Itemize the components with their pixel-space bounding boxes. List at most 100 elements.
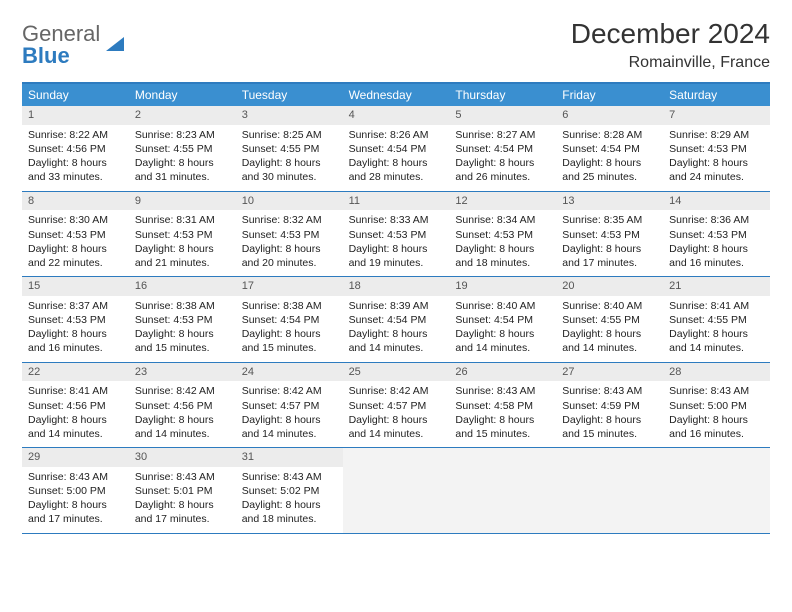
page-header: General Blue December 2024 Romainville, … — [22, 18, 770, 72]
sunrise-line: Sunrise: 8:43 AM — [135, 470, 230, 484]
day-number: 2 — [129, 106, 236, 125]
sunrise-line: Sunrise: 8:28 AM — [562, 128, 657, 142]
daylight-line: Daylight: 8 hours and 25 minutes. — [562, 156, 657, 184]
month-title: December 2024 — [571, 18, 770, 50]
daylight-line: Daylight: 8 hours and 14 minutes. — [28, 413, 123, 441]
day-cell: 8Sunrise: 8:30 AMSunset: 4:53 PMDaylight… — [22, 192, 129, 277]
weekday-header: Sunday — [22, 84, 129, 106]
day-number: 12 — [449, 192, 556, 211]
day-number: 19 — [449, 277, 556, 296]
logo: General Blue — [22, 18, 126, 68]
sunrise-line: Sunrise: 8:38 AM — [242, 299, 337, 313]
day-cell: 1Sunrise: 8:22 AMSunset: 4:56 PMDaylight… — [22, 106, 129, 191]
day-number: 7 — [663, 106, 770, 125]
sunset-line: Sunset: 4:54 PM — [242, 313, 337, 327]
sunrise-line: Sunrise: 8:34 AM — [455, 213, 550, 227]
day-number: 23 — [129, 363, 236, 382]
sunset-line: Sunset: 4:56 PM — [28, 399, 123, 413]
day-cell: 7Sunrise: 8:29 AMSunset: 4:53 PMDaylight… — [663, 106, 770, 191]
sunrise-line: Sunrise: 8:30 AM — [28, 213, 123, 227]
daylight-line: Daylight: 8 hours and 15 minutes. — [242, 327, 337, 355]
sunset-line: Sunset: 4:56 PM — [28, 142, 123, 156]
sunset-line: Sunset: 4:55 PM — [562, 313, 657, 327]
sunrise-line: Sunrise: 8:42 AM — [349, 384, 444, 398]
sunset-line: Sunset: 4:57 PM — [242, 399, 337, 413]
daylight-line: Daylight: 8 hours and 21 minutes. — [135, 242, 230, 270]
sunrise-line: Sunrise: 8:40 AM — [562, 299, 657, 313]
day-cell: 10Sunrise: 8:32 AMSunset: 4:53 PMDayligh… — [236, 192, 343, 277]
weekday-header: Saturday — [663, 84, 770, 106]
sunrise-line: Sunrise: 8:36 AM — [669, 213, 764, 227]
day-number: 31 — [236, 448, 343, 467]
day-number: 25 — [343, 363, 450, 382]
daylight-line: Daylight: 8 hours and 14 minutes. — [242, 413, 337, 441]
sunrise-line: Sunrise: 8:43 AM — [242, 470, 337, 484]
day-cell — [556, 448, 663, 533]
sunset-line: Sunset: 5:02 PM — [242, 484, 337, 498]
day-number: 10 — [236, 192, 343, 211]
sunrise-line: Sunrise: 8:43 AM — [455, 384, 550, 398]
daylight-line: Daylight: 8 hours and 14 minutes. — [562, 327, 657, 355]
sunrise-line: Sunrise: 8:43 AM — [669, 384, 764, 398]
sunset-line: Sunset: 4:54 PM — [562, 142, 657, 156]
day-cell: 25Sunrise: 8:42 AMSunset: 4:57 PMDayligh… — [343, 363, 450, 448]
day-number: 6 — [556, 106, 663, 125]
day-cell — [343, 448, 450, 533]
week-row: 8Sunrise: 8:30 AMSunset: 4:53 PMDaylight… — [22, 192, 770, 278]
day-number: 18 — [343, 277, 450, 296]
sunset-line: Sunset: 4:53 PM — [349, 228, 444, 242]
day-cell: 27Sunrise: 8:43 AMSunset: 4:59 PMDayligh… — [556, 363, 663, 448]
day-cell: 29Sunrise: 8:43 AMSunset: 5:00 PMDayligh… — [22, 448, 129, 533]
day-cell: 19Sunrise: 8:40 AMSunset: 4:54 PMDayligh… — [449, 277, 556, 362]
daylight-line: Daylight: 8 hours and 16 minutes. — [669, 413, 764, 441]
daylight-line: Daylight: 8 hours and 33 minutes. — [28, 156, 123, 184]
sunrise-line: Sunrise: 8:26 AM — [349, 128, 444, 142]
day-cell: 15Sunrise: 8:37 AMSunset: 4:53 PMDayligh… — [22, 277, 129, 362]
sunrise-line: Sunrise: 8:42 AM — [242, 384, 337, 398]
week-row: 29Sunrise: 8:43 AMSunset: 5:00 PMDayligh… — [22, 448, 770, 534]
sunset-line: Sunset: 4:54 PM — [349, 142, 444, 156]
sunrise-line: Sunrise: 8:27 AM — [455, 128, 550, 142]
day-cell: 11Sunrise: 8:33 AMSunset: 4:53 PMDayligh… — [343, 192, 450, 277]
day-number: 13 — [556, 192, 663, 211]
daylight-line: Daylight: 8 hours and 17 minutes. — [28, 498, 123, 526]
sunset-line: Sunset: 4:53 PM — [28, 313, 123, 327]
sunset-line: Sunset: 4:58 PM — [455, 399, 550, 413]
sunrise-line: Sunrise: 8:32 AM — [242, 213, 337, 227]
day-cell — [449, 448, 556, 533]
day-cell: 30Sunrise: 8:43 AMSunset: 5:01 PMDayligh… — [129, 448, 236, 533]
sunrise-line: Sunrise: 8:29 AM — [669, 128, 764, 142]
day-number: 17 — [236, 277, 343, 296]
day-number: 28 — [663, 363, 770, 382]
sunset-line: Sunset: 4:54 PM — [455, 313, 550, 327]
sunset-line: Sunset: 4:53 PM — [135, 228, 230, 242]
day-cell: 9Sunrise: 8:31 AMSunset: 4:53 PMDaylight… — [129, 192, 236, 277]
daylight-line: Daylight: 8 hours and 18 minutes. — [455, 242, 550, 270]
day-cell: 18Sunrise: 8:39 AMSunset: 4:54 PMDayligh… — [343, 277, 450, 362]
day-cell: 12 Sunrise: 8:34 AMSunset: 4:53 PMDayligh… — [449, 192, 556, 277]
week-row: 22Sunrise: 8:41 AMSunset: 4:56 PMDayligh… — [22, 363, 770, 449]
sunrise-line: Sunrise: 8:33 AM — [349, 213, 444, 227]
day-number: 5 — [449, 106, 556, 125]
sunset-line: Sunset: 4:53 PM — [455, 228, 550, 242]
weekday-header: Monday — [129, 84, 236, 106]
sunset-line: Sunset: 4:53 PM — [135, 313, 230, 327]
day-number: 20 — [556, 277, 663, 296]
calendar: Sunday Monday Tuesday Wednesday Thursday… — [22, 82, 770, 534]
day-cell: 5Sunrise: 8:27 AMSunset: 4:54 PMDaylight… — [449, 106, 556, 191]
day-cell — [663, 448, 770, 533]
triangle-icon — [104, 33, 126, 60]
sunset-line: Sunset: 5:00 PM — [28, 484, 123, 498]
day-cell: 4Sunrise: 8:26 AMSunset: 4:54 PMDaylight… — [343, 106, 450, 191]
logo-text: General Blue — [22, 24, 100, 68]
sunrise-line: Sunrise: 8:37 AM — [28, 299, 123, 313]
day-number: 1 — [22, 106, 129, 125]
day-number: 30 — [129, 448, 236, 467]
sunrise-line: Sunrise: 8:31 AM — [135, 213, 230, 227]
day-cell: 26Sunrise: 8:43 AMSunset: 4:58 PMDayligh… — [449, 363, 556, 448]
day-number: 11 — [343, 192, 450, 211]
sunrise-line: Sunrise: 8:38 AM — [135, 299, 230, 313]
weekday-header: Thursday — [449, 84, 556, 106]
day-number: 26 — [449, 363, 556, 382]
sunrise-line: Sunrise: 8:40 AM — [455, 299, 550, 313]
